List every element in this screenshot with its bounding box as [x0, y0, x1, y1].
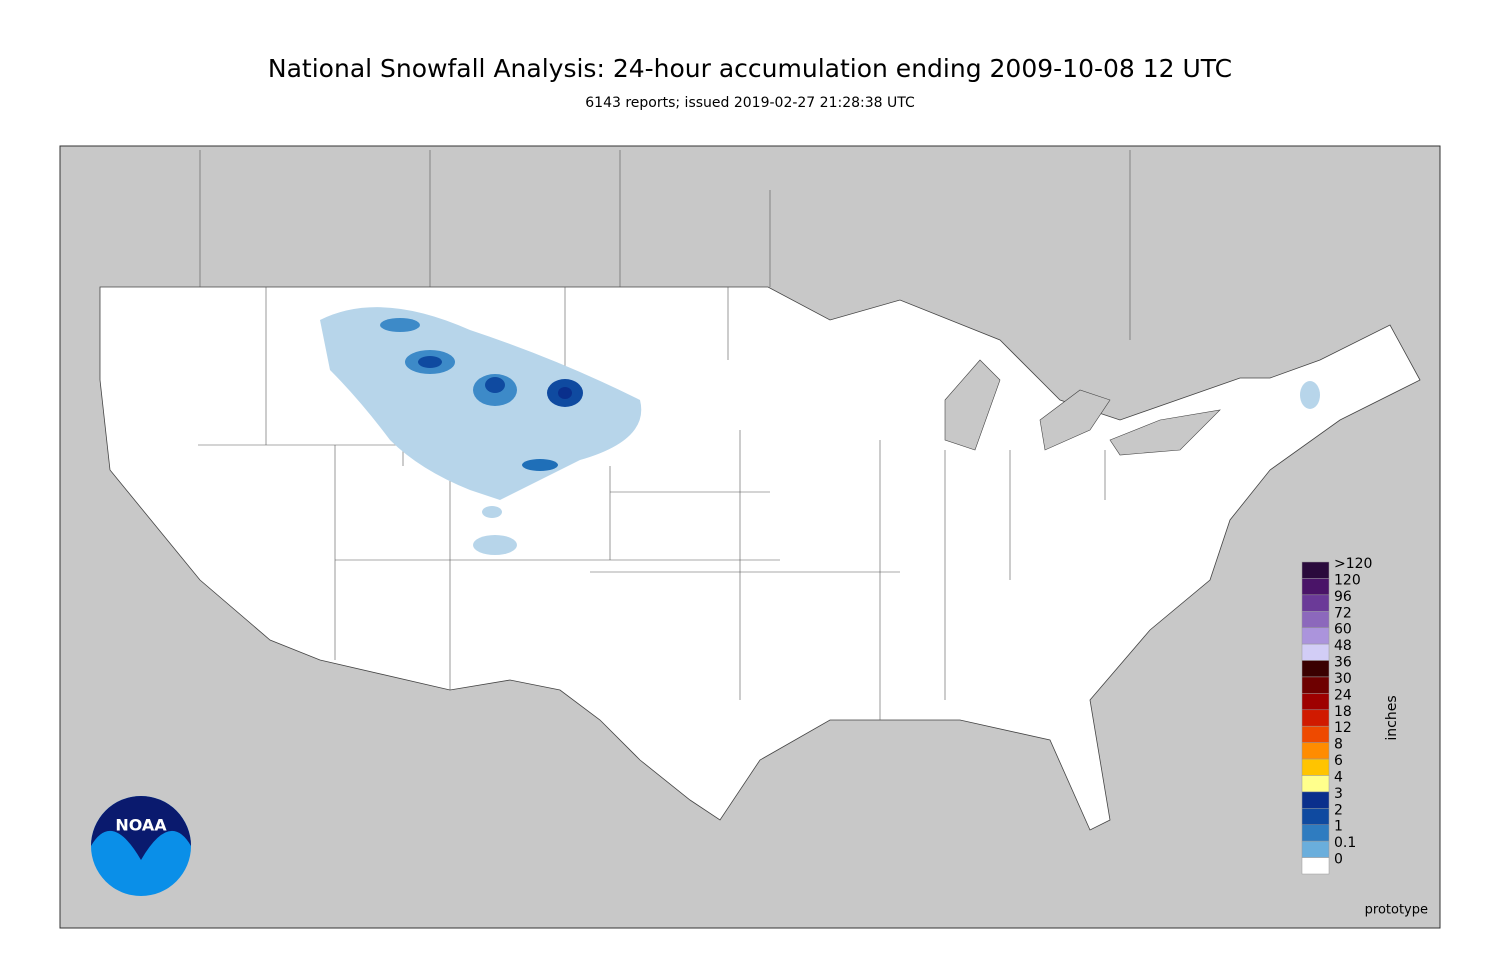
legend-swatch — [1301, 857, 1330, 875]
legend-swatch — [1301, 791, 1330, 809]
legend-swatch — [1301, 594, 1330, 612]
legend-label: 4 — [1334, 769, 1343, 785]
footer-note: prototype — [1365, 903, 1428, 918]
legend-swatch — [1301, 611, 1330, 628]
legend-unit: inches — [1384, 695, 1400, 740]
legend-label: 1 — [1334, 819, 1343, 835]
legend-swatch — [1301, 627, 1330, 645]
legend-label: 6 — [1334, 753, 1343, 769]
legend-label: 24 — [1334, 687, 1352, 703]
legend-swatch — [1301, 840, 1330, 858]
legend-swatch — [1301, 824, 1330, 842]
legend-label: 30 — [1334, 671, 1352, 687]
legend-label: 2 — [1334, 802, 1343, 818]
legend-label: 18 — [1334, 704, 1352, 720]
legend-swatch — [1301, 693, 1330, 711]
legend-label: 96 — [1334, 589, 1352, 605]
legend-label: >120 — [1334, 556, 1372, 572]
legend-swatch — [1301, 775, 1330, 793]
title: National Snowfall Analysis: 24-hour accu… — [268, 54, 1232, 83]
subtitle: 6143 reports; issued 2019-02-27 21:28:38… — [585, 95, 915, 111]
noaa-logo: NOAA — [91, 796, 191, 896]
legend-label: 48 — [1334, 638, 1352, 654]
logo-text: NOAA — [115, 816, 167, 835]
legend-label: 3 — [1334, 786, 1343, 802]
legend-swatch — [1301, 643, 1330, 661]
legend-label: 72 — [1334, 605, 1352, 621]
legend-label: 36 — [1334, 655, 1352, 671]
legend-swatch — [1301, 742, 1330, 760]
legend-label: 60 — [1334, 622, 1352, 638]
legend-label: 8 — [1334, 737, 1343, 753]
great-lakes — [944, 359, 1221, 456]
legend-swatch — [1301, 578, 1330, 596]
legend-label: 0 — [1334, 852, 1343, 868]
legend-swatch — [1301, 725, 1330, 743]
legend-label: 12 — [1334, 720, 1352, 736]
legend-swatch — [1301, 808, 1330, 825]
snowfall-shading — [320, 307, 1320, 555]
legend-swatch — [1301, 676, 1330, 694]
legend-swatch — [1301, 709, 1330, 727]
legend-swatch — [1301, 660, 1330, 678]
legend-swatch — [1301, 758, 1330, 776]
legend-label: 120 — [1334, 572, 1361, 588]
legend-label: 0.1 — [1334, 835, 1356, 851]
legend-swatch — [1301, 561, 1330, 579]
